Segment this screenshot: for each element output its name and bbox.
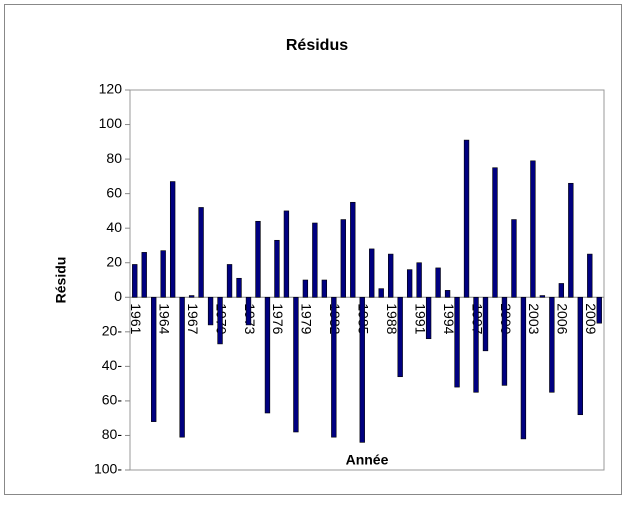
bar <box>302 279 309 298</box>
bar <box>264 296 271 414</box>
bar <box>501 296 508 386</box>
y-tick-label: 60 <box>106 184 122 200</box>
bar <box>520 296 527 440</box>
x-tick-label: 1964 <box>156 303 172 334</box>
bar <box>132 264 138 298</box>
bar <box>568 182 574 298</box>
bar <box>530 160 536 298</box>
bar <box>397 296 403 378</box>
y-tick-label: 80- <box>102 426 123 442</box>
bar <box>198 207 204 298</box>
bar <box>558 283 565 298</box>
bar <box>245 296 252 326</box>
bar <box>539 295 546 298</box>
bar <box>463 139 470 298</box>
bar <box>444 290 451 298</box>
bar <box>236 277 242 298</box>
bar <box>141 252 147 298</box>
bar <box>378 288 384 298</box>
bar <box>226 264 233 298</box>
bar <box>388 253 394 298</box>
x-tick-label: 1994 <box>441 303 457 334</box>
bar <box>406 269 413 298</box>
bar <box>151 296 157 422</box>
bar <box>596 296 602 324</box>
bar <box>188 295 195 298</box>
bar <box>587 253 593 298</box>
y-tick-label: 40- <box>102 357 123 373</box>
x-tick-label: 1988 <box>384 303 400 334</box>
bar <box>359 296 365 443</box>
bar <box>473 296 479 393</box>
bar <box>217 296 223 345</box>
bar <box>321 279 328 298</box>
bar <box>274 239 280 298</box>
y-tick-label: 100- <box>94 461 122 477</box>
y-tick-label: 0 <box>114 288 122 304</box>
y-tick-label: 60- <box>102 392 123 408</box>
chart-title: Résidus <box>286 37 348 54</box>
x-axis-label: Année <box>346 452 389 468</box>
bar <box>435 267 441 298</box>
bar <box>312 222 318 298</box>
y-tick-label: 20 <box>106 253 122 269</box>
x-tick-label: 2006 <box>555 303 571 334</box>
bar <box>492 167 498 298</box>
bar <box>283 210 290 298</box>
bar <box>454 296 460 388</box>
x-tick-label: 2009 <box>583 303 599 334</box>
x-tick-label: 1976 <box>270 303 286 334</box>
bar <box>549 296 555 393</box>
bar <box>350 201 356 298</box>
bar <box>255 220 261 298</box>
x-tick-label: 1961 <box>128 303 144 334</box>
x-tick-label: 1991 <box>412 303 428 334</box>
bar <box>425 296 432 340</box>
y-tick-label: 20- <box>102 323 123 339</box>
y-tick-label: 100 <box>99 115 123 131</box>
bar <box>179 296 185 438</box>
bar <box>340 219 346 298</box>
x-tick-label: 2003 <box>526 303 542 334</box>
bar <box>369 248 375 298</box>
bar <box>511 219 517 298</box>
y-tick-label: 40 <box>106 219 122 235</box>
bar <box>482 296 489 352</box>
bar <box>331 296 337 438</box>
x-tick-label: 1979 <box>299 303 315 334</box>
y-tick-label: 120 <box>99 81 123 97</box>
bar <box>207 296 214 326</box>
bar <box>293 296 299 433</box>
bar <box>169 181 176 298</box>
x-tick-label: 1967 <box>185 303 201 334</box>
bar <box>416 262 422 298</box>
y-tick-label: 80 <box>106 150 122 166</box>
bar <box>160 250 166 298</box>
bar <box>577 296 583 416</box>
y-axis-label: Résidu <box>53 257 69 304</box>
